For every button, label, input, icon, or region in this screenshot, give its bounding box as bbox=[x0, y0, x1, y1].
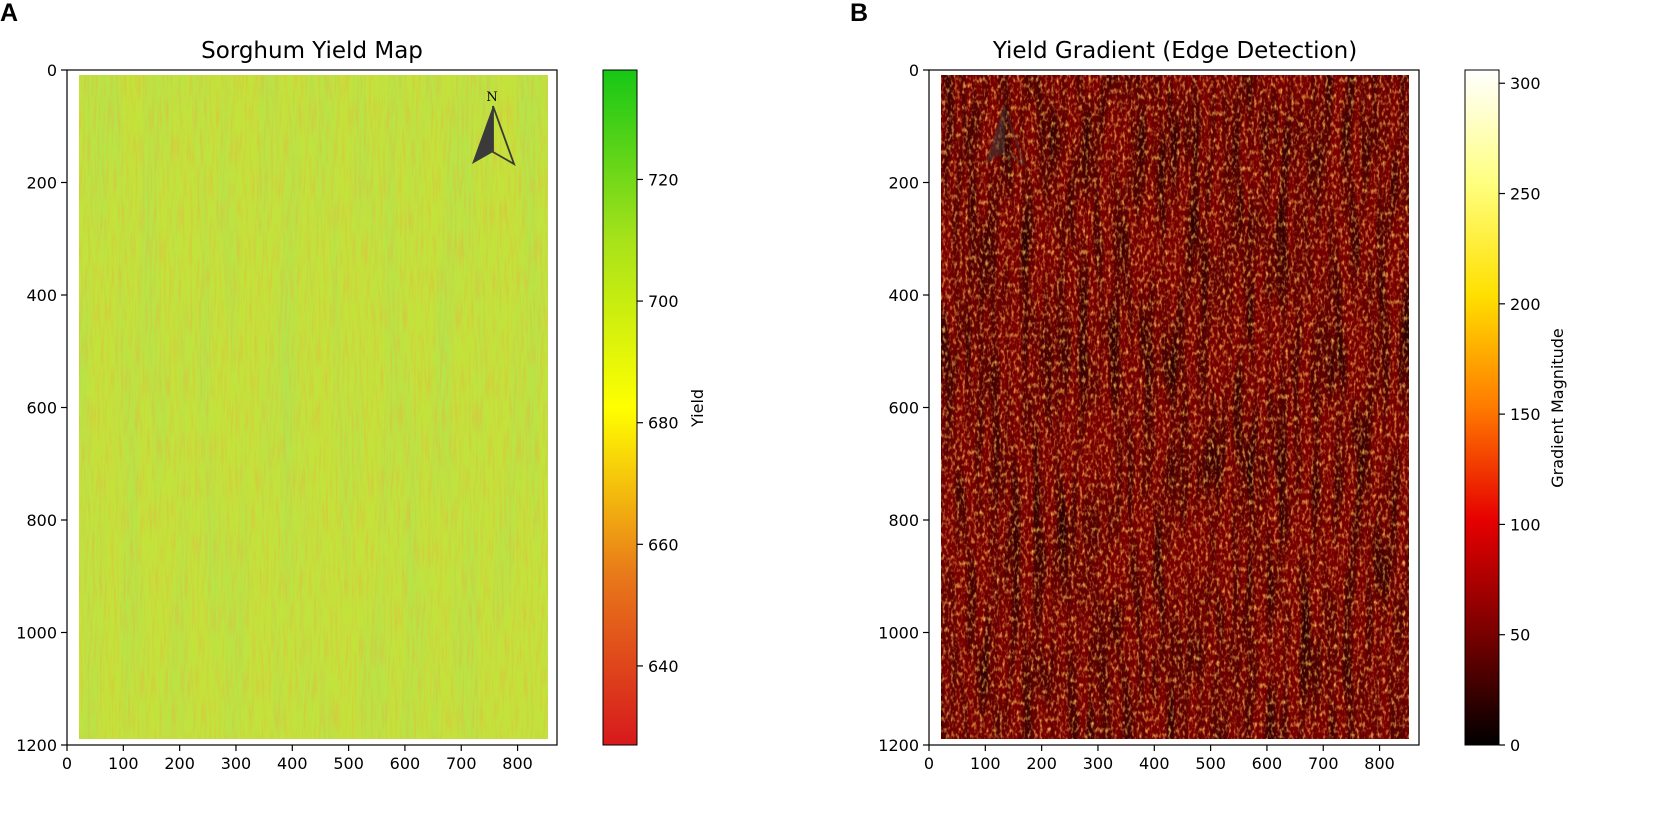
y-tick-label: 1200 bbox=[878, 736, 919, 755]
colorbar-a: 640 660 680 700 720 Yield bbox=[602, 69, 707, 746]
x-tick-label: 400 bbox=[1139, 754, 1170, 773]
y-tick-label: 400 bbox=[888, 286, 919, 305]
x-axis-a: 0 100 200 300 400 500 600 700 800 bbox=[62, 745, 533, 773]
north-arrow-light-half bbox=[492, 105, 516, 166]
north-arrow-label: N bbox=[486, 90, 497, 105]
colorbar-tick-label: 100 bbox=[1510, 515, 1541, 534]
x-axis-b: 0 100 200 300 400 500 600 700 800 bbox=[924, 745, 1395, 773]
colorbar-a-ticks: 640 660 680 700 720 bbox=[637, 170, 679, 676]
panel-letter-a: A bbox=[0, 0, 18, 27]
colorbar-tick-label: 680 bbox=[648, 414, 679, 433]
colorbar-b-ticks: 0 50 100 150 200 250 300 bbox=[1499, 74, 1541, 755]
x-tick-label: 700 bbox=[1308, 754, 1339, 773]
x-tick-label: 0 bbox=[924, 754, 934, 773]
y-tick-label: 600 bbox=[888, 399, 919, 418]
y-axis-b: 0 200 400 600 800 1000 1200 bbox=[878, 61, 929, 755]
x-tick-label: 200 bbox=[1026, 754, 1057, 773]
y-tick-label: 600 bbox=[26, 399, 57, 418]
panel-a: A Sorghum Yield Map N 0 100 200 300 400 500 60… bbox=[0, 0, 707, 773]
north-arrow-faint bbox=[985, 105, 1026, 167]
heatmap-a-speckle bbox=[79, 75, 548, 739]
y-tick-label: 0 bbox=[909, 61, 919, 80]
x-tick-label: 600 bbox=[390, 754, 421, 773]
y-tick-label: 1000 bbox=[16, 624, 57, 643]
x-tick-label: 600 bbox=[1252, 754, 1283, 773]
colorbar-b-gradient bbox=[1464, 69, 1500, 746]
y-axis-a: 0 200 400 600 800 1000 1200 bbox=[16, 61, 67, 755]
y-tick-label: 400 bbox=[26, 286, 57, 305]
y-tick-label: 800 bbox=[26, 511, 57, 530]
north-arrow-faint-light-half bbox=[1003, 105, 1026, 167]
y-tick-label: 200 bbox=[26, 174, 57, 193]
north-arrow-faint-dark-half bbox=[985, 106, 1004, 164]
x-tick-label: 500 bbox=[1195, 754, 1226, 773]
north-arrow: N bbox=[472, 90, 516, 166]
x-tick-label: 200 bbox=[164, 754, 195, 773]
colorbar-tick-label: 250 bbox=[1510, 185, 1541, 204]
colorbar-tick-label: 720 bbox=[648, 170, 679, 189]
x-tick-label: 700 bbox=[446, 754, 477, 773]
x-tick-label: 400 bbox=[277, 754, 308, 773]
x-tick-label: 100 bbox=[108, 754, 139, 773]
y-tick-label: 200 bbox=[888, 174, 919, 193]
colorbar-tick-label: 660 bbox=[648, 535, 679, 554]
heatmap-a bbox=[79, 75, 548, 739]
north-arrow-dark-half bbox=[472, 106, 493, 164]
colorbar-tick-label: 0 bbox=[1510, 736, 1520, 755]
colorbar-tick-label: 700 bbox=[648, 292, 679, 311]
heatmap-b-edges bbox=[941, 75, 1409, 739]
x-tick-label: 500 bbox=[333, 754, 364, 773]
colorbar-tick-label: 640 bbox=[648, 657, 679, 676]
x-tick-label: 800 bbox=[502, 754, 533, 773]
y-tick-label: 1000 bbox=[878, 624, 919, 643]
panel-b: B Yield Gradient (Edge Detection) 0 100 20… bbox=[850, 0, 1567, 773]
colorbar-b-label: Gradient Magnitude bbox=[1548, 328, 1567, 488]
colorbar-tick-label: 300 bbox=[1510, 74, 1541, 93]
colorbar-tick-label: 50 bbox=[1510, 626, 1530, 645]
chart-title-a: Sorghum Yield Map bbox=[201, 38, 423, 64]
colorbar-a-gradient bbox=[602, 69, 638, 746]
y-tick-label: 1200 bbox=[16, 736, 57, 755]
panel-letter-b: B bbox=[850, 0, 868, 27]
colorbar-a-label: Yield bbox=[688, 389, 707, 428]
heatmap-a-sheen bbox=[79, 75, 548, 739]
x-tick-label: 300 bbox=[221, 754, 252, 773]
y-tick-label: 800 bbox=[888, 511, 919, 530]
x-tick-label: 100 bbox=[970, 754, 1001, 773]
heatmap-b bbox=[941, 75, 1409, 739]
x-tick-label: 300 bbox=[1083, 754, 1114, 773]
y-tick-label: 0 bbox=[47, 61, 57, 80]
colorbar-tick-label: 150 bbox=[1510, 405, 1541, 424]
x-tick-label: 0 bbox=[62, 754, 72, 773]
colorbar-b: 0 50 100 150 200 250 300 Gradient Magnitude bbox=[1464, 69, 1567, 755]
x-tick-label: 800 bbox=[1364, 754, 1395, 773]
chart-title-b: Yield Gradient (Edge Detection) bbox=[992, 38, 1357, 64]
colorbar-tick-label: 200 bbox=[1510, 295, 1541, 314]
